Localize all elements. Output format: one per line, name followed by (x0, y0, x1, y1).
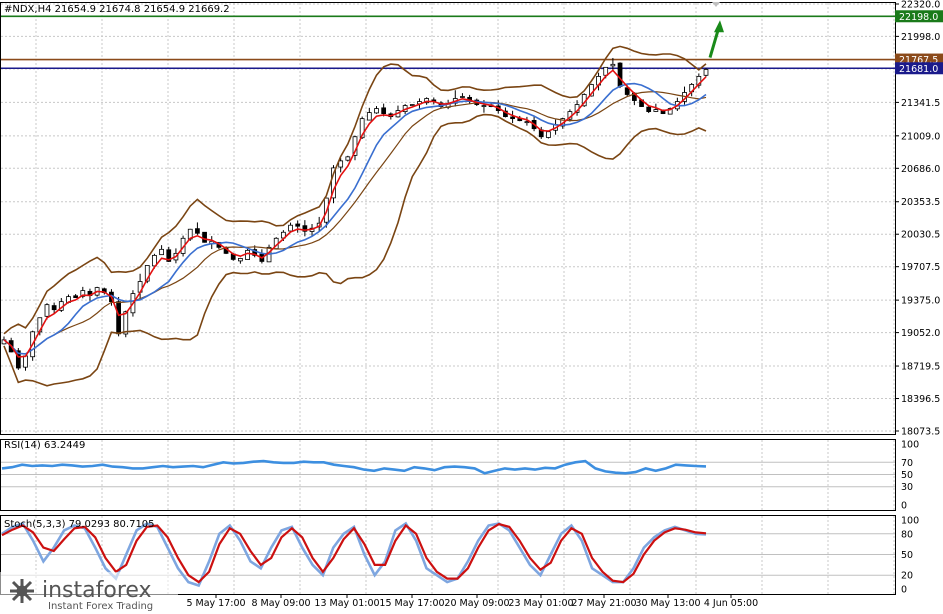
rsi-label: RSI(14) 63.2449 (4, 440, 85, 451)
candle-body (345, 156, 351, 161)
x-tick-label: 27 May 21:00 (571, 598, 636, 609)
candle-body (667, 108, 673, 115)
candle-body (646, 106, 652, 112)
logo-mark-icon (10, 579, 34, 603)
candle-body (195, 228, 200, 234)
candle-body (144, 265, 150, 282)
bollinger-lower-line (3, 113, 707, 387)
candle-body (245, 249, 250, 260)
price-tag (895, 10, 943, 23)
ma-fast-line (3, 69, 707, 358)
price-tag (895, 62, 943, 75)
scroll-marker-icon (712, 2, 720, 7)
candle-body (166, 249, 172, 262)
candle-body (359, 118, 365, 139)
candle-body (524, 121, 530, 124)
x-tick-label: 15 May 17:00 (379, 598, 444, 609)
stochastic-tick-label: 100 (901, 516, 919, 527)
candle-body (202, 231, 207, 243)
stochastic-series-line (1, 522, 707, 584)
y-tick-label: 19052.0 (901, 328, 940, 339)
candle-body (366, 112, 372, 121)
y-tick-label: 18719.5 (901, 362, 940, 373)
x-tick-label: 13 May 01:00 (314, 598, 379, 609)
candle-body (44, 304, 50, 317)
price-panel-frame (0, 2, 896, 435)
price-panel: 22320.021998.021674.021341.521009.020686… (0, 0, 943, 438)
candle-body (624, 87, 630, 95)
target-arrow-icon (708, 29, 720, 58)
candle-body (295, 223, 301, 227)
candle-body (617, 62, 623, 87)
y-tick-label: 21998.0 (901, 32, 940, 43)
candle-body (15, 350, 21, 369)
price-tag-label: 22198.0 (899, 12, 938, 23)
candle-body (159, 248, 164, 256)
y-tick-label: 20353.5 (901, 197, 940, 208)
candle-body (653, 109, 659, 112)
stochastic-tick-label: 50 (901, 550, 913, 561)
candle-body (381, 107, 387, 115)
x-tick-label: 4 Jun 05:00 (704, 598, 758, 609)
y-tick-label: 20686.0 (901, 164, 940, 175)
rsi-tick-label: 100 (901, 440, 919, 451)
ma-slow-line (3, 82, 707, 355)
candle-body (409, 104, 415, 106)
price-tag-label: 21767.5 (899, 55, 938, 66)
y-tick-label: 22320.0 (901, 0, 940, 11)
candle-body (331, 167, 336, 199)
x-tick-label: 23 May 01:00 (508, 598, 573, 609)
candle-body (510, 116, 515, 120)
rsi-tick-label: 50 (901, 470, 913, 481)
chart-header: #NDX,H4 21654.9 21674.8 21654.9 21669.2 (4, 4, 230, 15)
candle-body (80, 290, 86, 297)
candle-body (238, 258, 243, 262)
y-tick-label: 19707.5 (901, 262, 940, 273)
candle-body (123, 311, 129, 335)
candle-body (302, 225, 308, 232)
candle-body (374, 108, 379, 114)
candle-body (288, 224, 293, 232)
candle-body (610, 63, 616, 67)
bollinger-middle-line (3, 91, 707, 355)
rsi-tick-label: 70 (901, 458, 913, 469)
stochastic-tick-label: 80 (901, 529, 913, 540)
rsi-series-line (1, 459, 707, 475)
y-tick-label: 21009.0 (901, 131, 940, 142)
candle-body (51, 305, 57, 311)
x-tick-label: 20 May 09:00 (444, 598, 509, 609)
x-tick-label: 30 May 13:00 (635, 598, 700, 609)
y-tick-label: 18073.5 (901, 427, 940, 438)
x-tick-label: 8 May 09:00 (251, 598, 310, 609)
stochastic-label: Stoch(5,3,3) 79.0293 80.7105 (4, 519, 155, 530)
candle-body (152, 254, 157, 267)
candle-body (338, 160, 344, 168)
logo-tagline: Instant Forex Trading (48, 601, 153, 612)
price-tag-label: 21681.0 (899, 64, 938, 75)
candle-body (460, 96, 465, 98)
candle-body (481, 105, 487, 107)
y-tick-label: 19375.0 (901, 296, 940, 307)
candle-body (73, 295, 79, 299)
bollinger-upper-line (3, 45, 707, 335)
candle-body (703, 69, 709, 76)
y-tick-label: 20030.5 (901, 230, 940, 241)
stochastic-tick-label: 0 (901, 585, 907, 596)
y-tick-label: 21341.5 (901, 98, 940, 109)
candle-body (116, 301, 121, 335)
candle-body (23, 355, 28, 368)
stochastic-tick-label: 20 (901, 571, 913, 582)
logo-name: instaforex (42, 578, 152, 603)
rsi-tick-label: 0 (901, 501, 907, 512)
x-tick-label: 5 May 17:00 (186, 598, 245, 609)
candle-body (546, 131, 551, 138)
y-tick-label: 18396.5 (901, 394, 940, 405)
target-arrowhead-icon (714, 20, 724, 33)
instaforex-logo: instaforex Instant Forex Trading (0, 572, 178, 614)
rsi-tick-label: 30 (901, 482, 913, 493)
